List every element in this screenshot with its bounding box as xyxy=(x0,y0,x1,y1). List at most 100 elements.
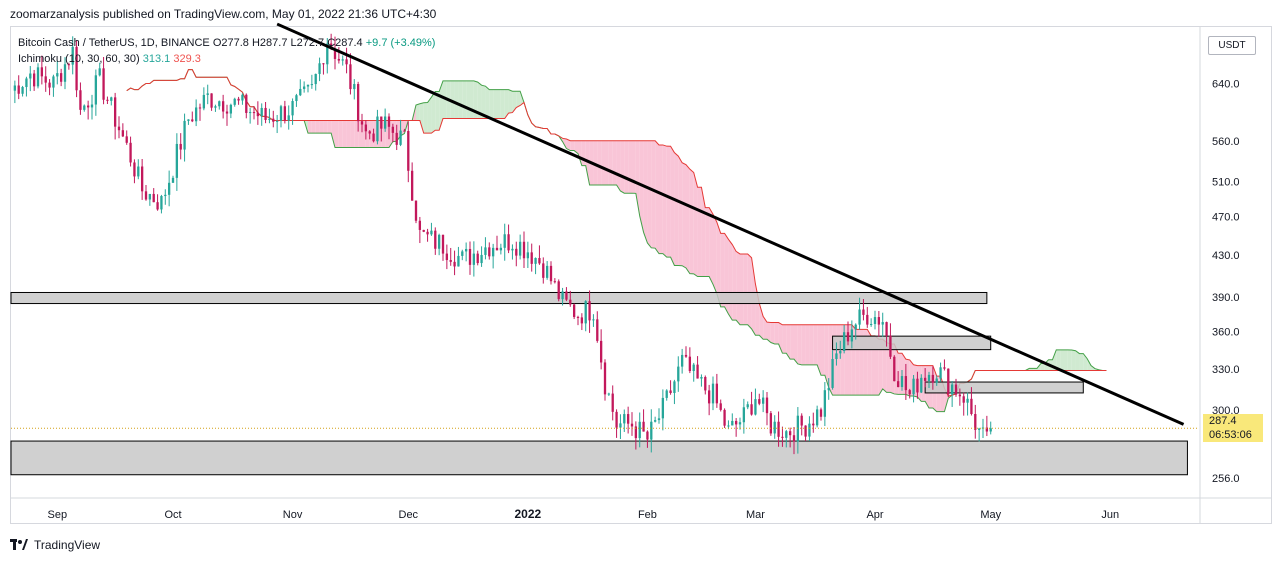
candle-body xyxy=(248,112,252,114)
legend-indicator[interactable]: Ichimoku (10, 30, 60, 30) xyxy=(18,53,140,65)
publisher-line: zoomarzanalysis published on TradingView… xyxy=(10,7,437,21)
candle-body xyxy=(102,68,105,100)
candle-body xyxy=(164,194,167,197)
candle-body xyxy=(52,76,55,88)
cloud-segment xyxy=(504,89,509,119)
candle-body xyxy=(515,248,518,256)
cloud-segment xyxy=(593,140,598,185)
candle-body xyxy=(800,415,803,426)
cloud-segment xyxy=(450,80,455,119)
candle-body xyxy=(40,67,44,77)
candle-body xyxy=(488,247,491,257)
cloud-segment xyxy=(574,140,578,154)
candle-body xyxy=(225,111,229,114)
cloud-segment xyxy=(1067,349,1072,371)
candle-body xyxy=(152,193,155,203)
time-tick-label: Apr xyxy=(866,509,883,521)
descending-trendline[interactable] xyxy=(276,22,1185,426)
cloud-segment xyxy=(774,322,779,345)
candle-body xyxy=(403,130,406,132)
plot-area xyxy=(11,27,1199,497)
cloud-segment xyxy=(686,164,690,274)
candle-body xyxy=(862,309,865,315)
zone-rect xyxy=(924,381,1084,394)
time-tick-label: May xyxy=(980,509,1001,521)
cloud-segment xyxy=(662,144,667,258)
price-axis[interactable]: 640.0 560.0 510.0 470.0 430.0 390.0 360.0 330.0… xyxy=(1212,79,1240,485)
candle-body xyxy=(804,425,807,437)
candle-body xyxy=(727,425,730,427)
candle-body xyxy=(314,73,317,85)
candle-body xyxy=(985,427,989,432)
price-tick-label: 390.0 xyxy=(1212,292,1240,304)
candle-body xyxy=(646,431,649,440)
candle-body xyxy=(295,95,298,102)
candle-body xyxy=(36,67,40,87)
cloud-segment xyxy=(1040,363,1045,371)
candle-body xyxy=(723,409,726,426)
cloud-segment xyxy=(566,139,571,151)
candle-body xyxy=(414,200,418,221)
candle-body xyxy=(939,367,942,379)
cloud-segment xyxy=(570,140,575,151)
cloud-segment xyxy=(767,322,771,343)
candle-body xyxy=(653,420,657,422)
time-tick-label: Mar xyxy=(746,509,765,521)
candle-body xyxy=(110,97,113,101)
cloud-segment xyxy=(709,207,713,285)
cloud-segment xyxy=(473,80,478,119)
cloud-segment xyxy=(327,120,332,134)
candle-body xyxy=(626,414,630,424)
candle-body xyxy=(885,322,888,336)
zone-rect xyxy=(10,440,1188,476)
candle-body xyxy=(592,319,595,321)
last-price-value: 287.4 xyxy=(1209,415,1237,427)
candle-body xyxy=(499,247,503,251)
candle-body xyxy=(742,407,746,423)
cloud-segment xyxy=(462,80,467,119)
candle-body xyxy=(426,231,429,235)
candle-body xyxy=(854,324,857,330)
cloud-segment xyxy=(423,102,428,134)
candle-body xyxy=(711,383,715,404)
candle-body xyxy=(866,314,869,325)
candle-body xyxy=(518,241,522,256)
legend-symbol[interactable]: Bitcoin Cash / TetherUS, 1D, BINANCE xyxy=(18,37,210,49)
candle-body xyxy=(754,399,757,415)
candle-body xyxy=(615,411,618,428)
candle-body xyxy=(734,420,738,425)
cloud-segment xyxy=(689,169,694,274)
cloud-segment xyxy=(882,339,887,393)
candle-body xyxy=(268,118,271,120)
candle-body xyxy=(86,105,90,108)
cloud-segment xyxy=(585,140,590,185)
cloud-segment xyxy=(821,324,825,376)
cloud-segment xyxy=(431,91,436,134)
zone-rect xyxy=(10,291,988,305)
cloud-segment xyxy=(713,214,717,294)
time-axis[interactable]: Sep Oct Nov Dec 2022 Feb Mar Apr May Jun xyxy=(47,507,1119,521)
candle-body xyxy=(920,377,923,393)
candle-body xyxy=(302,86,306,89)
candle-body xyxy=(17,85,20,94)
candle-body xyxy=(368,131,371,134)
cloud-segment xyxy=(516,91,521,108)
candle-body xyxy=(214,106,217,108)
cloud-segment xyxy=(790,324,794,360)
candle-body xyxy=(881,322,884,325)
cloud-segment xyxy=(693,172,698,277)
candle-body xyxy=(954,384,958,395)
currency-selector[interactable]: USDT xyxy=(1208,36,1256,55)
time-tick-label: Jun xyxy=(1101,509,1119,521)
chart-frame[interactable] xyxy=(10,26,1272,524)
footer[interactable]: TradingView xyxy=(10,538,100,552)
candle-body xyxy=(491,247,495,257)
cloud-segment xyxy=(871,335,875,396)
candle-body xyxy=(896,381,900,388)
candle-body xyxy=(908,390,911,395)
candle-body xyxy=(137,166,140,177)
candle-body xyxy=(407,131,410,171)
candle-body xyxy=(275,120,279,122)
cloud-segment xyxy=(427,97,432,134)
